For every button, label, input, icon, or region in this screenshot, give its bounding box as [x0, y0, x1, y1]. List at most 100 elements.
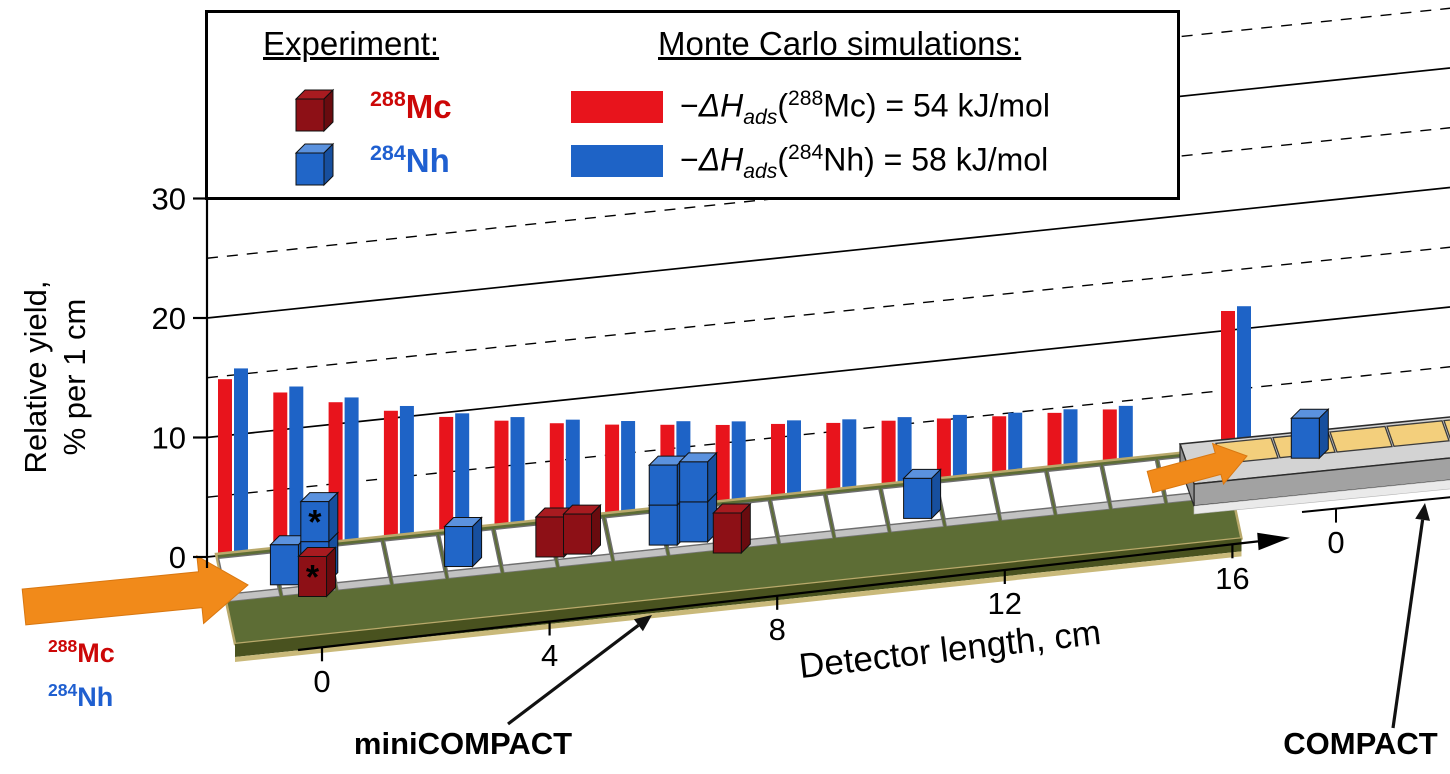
compact-slab-front-light [1193, 479, 1450, 515]
exp-event-288Mc-2 [562, 503, 602, 556]
x-tick-label-0: 0 [313, 664, 330, 699]
legend-cube-284nh-icon [294, 142, 335, 187]
exp-cube-284Nh-3-1-front [648, 464, 678, 506]
legend-284nh-mass: 284 [370, 141, 406, 165]
legend: Experiment: Monte Carlo simulations: 288… [205, 10, 1180, 200]
channel-segment-14 [991, 470, 1054, 514]
channel-segment-3 [383, 534, 445, 578]
minicompact-slab-front-tan [235, 551, 1242, 662]
sim-bar-288Mc-9 [715, 424, 730, 522]
exp-cube-288Mc-3-0-front [712, 512, 742, 554]
channel-segment-13 [936, 476, 998, 520]
exp-cube-284Nh-5-0-front [903, 477, 933, 519]
x-tick-label-12: 12 [988, 586, 1022, 621]
compact-axis-line [1301, 496, 1450, 513]
channel-segment-16 [1102, 459, 1164, 503]
legend-experiment-title: Experiment: [263, 25, 440, 62]
legend-mc-formula-288mc: −ΔHads(288Mc) = 54 kJ/mol [680, 87, 1050, 130]
channel-segment-10 [770, 494, 833, 538]
mini-to-compact-arrow [1146, 442, 1248, 494]
sim-bar-288Mc-10 [771, 423, 785, 516]
legend-swatch-blue [571, 145, 663, 177]
exp-event-284Nh-5 [902, 468, 942, 520]
exp-cube-284Nh-3-0-front [648, 504, 678, 546]
sim-bar-284Nh-2 [344, 397, 359, 563]
exp-cube-284Nh-2-0-side [472, 516, 483, 568]
exp-cube-284Nh-2-0-front [444, 526, 474, 568]
compact-channel-segment-4 [1443, 419, 1450, 440]
gas-inlet-arrow [21, 554, 249, 626]
gridline-solid-20 [206, 186, 1450, 319]
compact-arrow-line [1391, 519, 1425, 729]
compact-channel-segment-2 [1329, 425, 1393, 453]
exp-cube-284Nh-1-1-front [300, 501, 330, 543]
compact-tick-label-0: 0 [1327, 525, 1344, 560]
exp-event-284Nh-4 [678, 451, 718, 544]
sim-bar-284Nh-3 [399, 405, 414, 557]
compact-arrow-head [1415, 503, 1430, 521]
exp-cube-288Mc-1-0-front [535, 516, 565, 558]
y-tick-label-30: 30 [152, 182, 186, 217]
exp-event-288Mc-3 [712, 502, 752, 555]
exp-event-288Mc-0: * [297, 546, 337, 598]
y-axis-title: Relative yield, % per 1 cm [16, 167, 94, 587]
sim-bar-288Mc-7 [605, 424, 620, 534]
exp-cube-284Nh-4-1-side [707, 451, 718, 504]
exp-cube-288Mc-3-0-side [740, 502, 751, 555]
exp-cube-288Mc-2-0-front [563, 513, 593, 555]
sim-bar-284Nh-9 [731, 421, 746, 522]
compact-label: COMPACT [1283, 726, 1438, 761]
simulation-bars-compact [1221, 306, 1251, 470]
sim-bar-284Nh-0 [234, 368, 248, 574]
minicompact-arrow-line [507, 624, 640, 726]
beam-label-284nh: 284Nh [48, 680, 114, 712]
legend-288mc-label: 288Mc [370, 87, 452, 126]
legend-288mc-symbol: Mc [405, 88, 452, 125]
legend-cube-288mc-icon [294, 88, 335, 133]
exp-cube-288Mc-0-0-front [298, 555, 328, 597]
sim-bar-288Mc-5 [494, 420, 509, 545]
exp-cube-284Nh-5-0-side [931, 468, 942, 520]
sim-bar-288Mc-0 [218, 379, 232, 574]
experiment-event-cubes: ** [269, 407, 1330, 598]
legend-mc-title: Monte Carlo simulations: [658, 25, 1022, 62]
annotation-arrows [507, 503, 1430, 729]
legend-284nh-label: 284Nh [370, 141, 450, 180]
exp-event-284Nh-6 [1290, 407, 1330, 460]
exp-cube-284Nh-6-0-side [1318, 407, 1329, 460]
minicompact-slab-front [235, 538, 1242, 657]
channel-segment-11 [826, 488, 888, 532]
beam-label-288mc: 288Mc [48, 636, 115, 668]
exp-cube-284Nh-4-1-front [679, 461, 709, 503]
sim-bar-284Nh-1 [289, 386, 304, 569]
minicompact-label: miniCOMPACT [353, 726, 573, 761]
axes: 0 10 20 30 0 4 8 12 16 0 [152, 168, 1450, 699]
y-tick-label-10: 10 [152, 421, 186, 456]
gridline-dashed-15 [206, 246, 1450, 379]
exp-cube-284Nh-6-0-front [1290, 417, 1320, 459]
asterisk-288Mc-0: * [306, 558, 320, 596]
exp-cube-288Mc-0-0-side [326, 546, 336, 598]
legend-288mc-mass: 288 [370, 87, 406, 111]
exp-cube-284Nh-0-0-front [269, 544, 299, 586]
legend-swatch-red [571, 91, 663, 123]
sim-bar-284Nh-4 [455, 413, 470, 551]
sim-bar-288Mc-1 [273, 392, 288, 569]
sim-bar-288Mc-3 [383, 410, 398, 557]
compact-channel-segment-3 [1386, 420, 1450, 447]
sim-bar-284Nh-7 [621, 421, 636, 534]
x-tick-label-16: 16 [1215, 561, 1249, 596]
x-tick-label-8: 8 [769, 612, 786, 647]
sim-bar-288Mc-4 [439, 416, 454, 551]
legend-mc-formula-284nh: −ΔHads(284Nh) = 58 kJ/mol [680, 141, 1049, 184]
gas-flow-arrows [21, 442, 1248, 626]
sim-bar-284Nh-compact-0 [1237, 306, 1251, 470]
minicompact-arrow-head [633, 615, 652, 632]
y-tick-label-20: 20 [152, 301, 186, 336]
y-axis-title-line1: Relative yield, [18, 280, 53, 474]
x-tick-label-4: 4 [541, 638, 558, 673]
y-axis-title-line2: % per 1 cm [57, 298, 92, 456]
asterisk-284Nh-1: * [308, 504, 322, 542]
sim-bar-284Nh-5 [510, 417, 525, 545]
